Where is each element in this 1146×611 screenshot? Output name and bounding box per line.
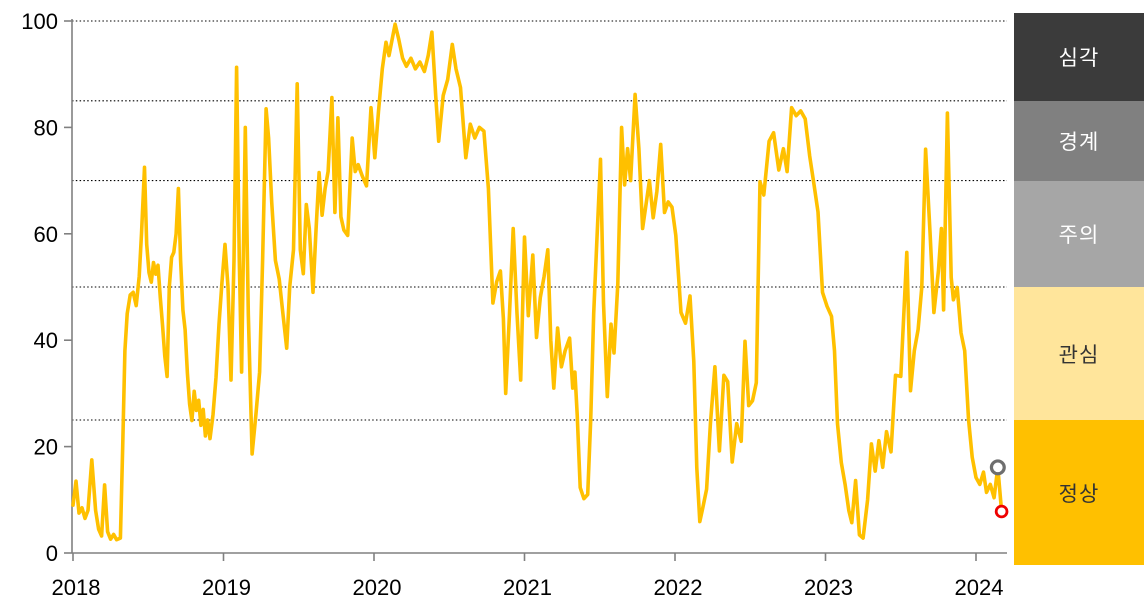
legend-band-2: 경계 — [1014, 100, 1144, 181]
x-tick-label: 2024 — [955, 575, 1004, 600]
legend-band-label: 정상 — [1058, 482, 1100, 506]
y-tick-label: 100 — [21, 9, 58, 34]
financial-stress-index-line — [71, 22, 1004, 542]
x-tick-label: 2018 — [52, 575, 101, 600]
red-open-marker — [994, 504, 1009, 519]
y-tick-label: 80 — [34, 115, 58, 140]
y-tick-label: 20 — [34, 435, 58, 460]
y-tick-label: 40 — [34, 328, 58, 353]
x-tick-label: 2019 — [202, 575, 251, 600]
y-tick-label: 0 — [46, 541, 58, 566]
y-tick-label: 60 — [34, 222, 58, 247]
legend-band-4: 관심 — [1014, 287, 1144, 420]
x-tick-label: 2022 — [654, 575, 703, 600]
legend-band-label: 심각 — [1058, 46, 1100, 70]
x-tick-label: 2021 — [503, 575, 552, 600]
x-tick-label: 2023 — [804, 575, 853, 600]
legend-band-1: 심각 — [1014, 13, 1144, 101]
legend-band-label: 경계 — [1058, 130, 1100, 154]
legend-band-3: 주의 — [1014, 180, 1144, 287]
gray-open-marker — [989, 459, 1006, 476]
legend-band-5: 정상 — [1014, 420, 1144, 565]
legend-band-label: 주의 — [1058, 223, 1100, 247]
legend-band-label: 관심 — [1058, 343, 1100, 367]
x-tick-label: 2020 — [353, 575, 402, 600]
